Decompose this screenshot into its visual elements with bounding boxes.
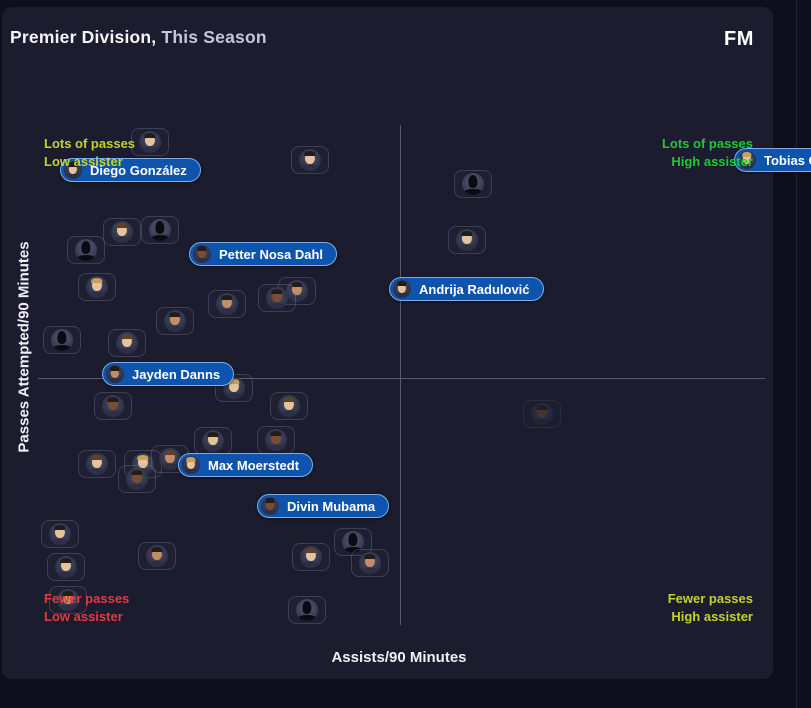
player-point[interactable] <box>141 216 179 244</box>
player-silhouette-avatar <box>51 329 73 351</box>
player-point[interactable] <box>67 236 105 264</box>
player-face-avatar <box>278 395 300 417</box>
player-point[interactable] <box>78 273 116 301</box>
player-face-avatar <box>57 589 79 611</box>
player-name: Divin Mubama <box>287 498 376 514</box>
player-face-avatar <box>359 552 381 574</box>
quadrant-line: Lots of passes <box>661 136 753 151</box>
player-face-avatar <box>106 365 124 383</box>
player-face-avatar <box>193 245 211 263</box>
player-label[interactable]: Max Moerstedt <box>178 453 314 477</box>
player-point[interactable] <box>131 128 169 156</box>
player-point[interactable] <box>41 520 79 548</box>
player-point[interactable] <box>288 596 326 624</box>
player-face-avatar <box>55 556 77 578</box>
player-point[interactable] <box>351 549 389 577</box>
player-name: Diego González <box>90 162 187 178</box>
player-face-avatar <box>146 545 168 567</box>
player-silhouette-avatar <box>149 219 171 241</box>
player-face-avatar <box>159 448 181 470</box>
player-point[interactable] <box>523 400 561 428</box>
player-face-avatar <box>182 456 200 474</box>
title-season: This Season <box>156 27 267 47</box>
player-point[interactable] <box>47 553 85 581</box>
player-silhouette-avatar <box>462 173 484 195</box>
player-point[interactable] <box>292 543 330 571</box>
quadrant-line: High assister <box>671 154 753 169</box>
player-name: Tobias G <box>764 152 811 168</box>
quadrant-label-bottom-left: Fewer passes Low assister <box>44 590 129 626</box>
player-point[interactable] <box>270 392 308 420</box>
player-point[interactable] <box>118 465 156 493</box>
player-label[interactable]: Andrija Radulović <box>389 277 544 301</box>
player-point[interactable] <box>78 450 116 478</box>
player-face-avatar <box>126 468 148 490</box>
player-label[interactable]: Tobias G <box>734 148 811 172</box>
player-point[interactable] <box>448 226 486 254</box>
player-silhouette-avatar <box>75 239 97 261</box>
x-axis-label: Assists/90 Minutes <box>331 649 467 666</box>
quadrant-line: Lots of passes <box>44 136 136 151</box>
player-face-avatar <box>64 161 82 179</box>
player-point[interactable] <box>108 329 146 357</box>
quadrant-label-bottom-right: Fewer passes High assister <box>668 590 753 626</box>
player-face-avatar <box>202 430 224 452</box>
player-point[interactable] <box>94 392 132 420</box>
player-name: Petter Nosa Dahl <box>219 246 324 262</box>
player-label[interactable]: Diego González <box>60 158 201 182</box>
player-point[interactable] <box>257 426 295 454</box>
player-face-avatar <box>116 332 138 354</box>
player-face-avatar <box>139 131 161 153</box>
player-label[interactable]: Jayden Danns <box>102 362 235 386</box>
player-point[interactable] <box>43 326 81 354</box>
player-face-avatar <box>300 546 322 568</box>
quadrant-label-top-left: Lots of passes Low assister <box>44 135 135 171</box>
player-face-avatar <box>299 149 321 171</box>
horizontal-midline <box>38 378 765 379</box>
player-face-avatar <box>111 221 133 243</box>
player-face-avatar <box>393 280 411 298</box>
player-point[interactable] <box>258 284 296 312</box>
quadrant-line: Low assister <box>44 154 123 169</box>
quadrant-line: Fewer passes <box>44 591 130 606</box>
player-point[interactable] <box>138 542 176 570</box>
vertical-midline <box>400 125 401 625</box>
quadrant-label-top-right: Lots of passes High assister <box>662 135 753 171</box>
quadrant-line: Fewer passes <box>667 591 753 606</box>
player-face-avatar <box>738 151 756 169</box>
quadrant-line: High assister <box>671 609 753 624</box>
player-silhouette-avatar <box>296 599 318 621</box>
player-label[interactable]: Petter Nosa Dahl <box>189 242 338 266</box>
player-face-avatar <box>102 395 124 417</box>
player-name: Jayden Danns <box>132 366 221 382</box>
player-face-avatar <box>216 293 238 315</box>
player-point[interactable] <box>156 307 194 335</box>
player-name: Max Moerstedt <box>208 457 300 473</box>
player-point[interactable] <box>103 218 141 246</box>
player-face-avatar <box>164 310 186 332</box>
player-face-avatar <box>456 229 478 251</box>
title-competition: Premier Division, <box>10 27 157 47</box>
player-face-avatar <box>86 276 108 298</box>
page-title: Premier Division, This Season <box>10 27 267 48</box>
player-point[interactable] <box>208 290 246 318</box>
side-panel-divider <box>796 0 797 708</box>
fm-logo: FM <box>724 28 754 50</box>
player-label[interactable]: Divin Mubama <box>257 494 390 518</box>
player-name: Andrija Radulović <box>419 281 530 297</box>
player-face-avatar <box>261 497 279 515</box>
player-point[interactable] <box>49 586 87 614</box>
player-face-avatar <box>86 453 108 475</box>
player-point[interactable] <box>291 146 329 174</box>
player-point[interactable] <box>194 427 232 455</box>
player-point[interactable] <box>454 170 492 198</box>
quadrant-line: Low assister <box>44 609 123 624</box>
player-face-avatar <box>265 429 287 451</box>
player-face-avatar <box>531 403 553 425</box>
player-face-avatar <box>49 523 71 545</box>
player-face-avatar <box>266 287 288 309</box>
